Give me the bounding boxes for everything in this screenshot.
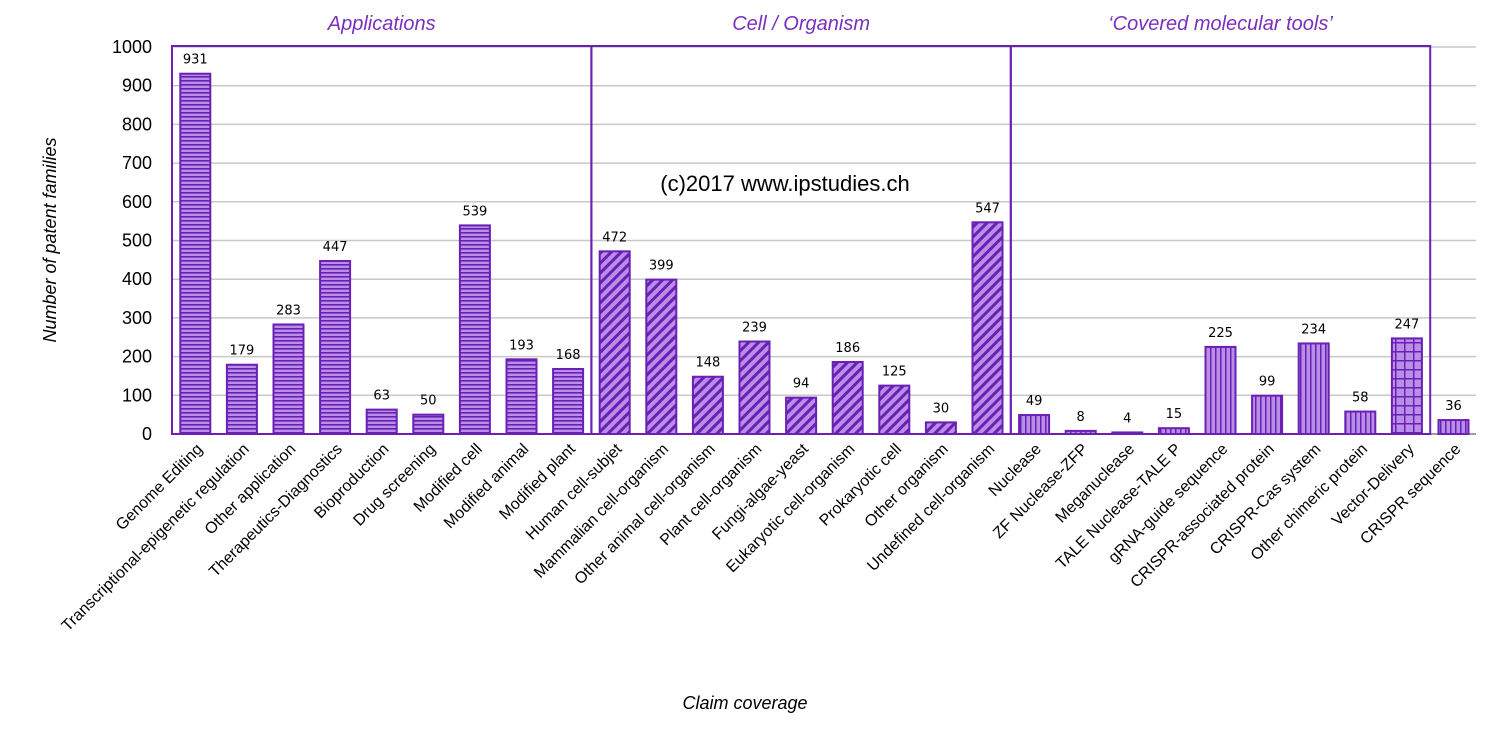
data-label: 399 [649,259,674,274]
bar [1018,414,1051,435]
y-tick-label: 400 [122,269,152,289]
data-label: 472 [602,230,627,245]
x-tick-label: Genome Editing [113,441,206,534]
data-label: 50 [420,394,437,409]
y-tick-label: 900 [122,76,152,96]
group-title: ‘Covered molecular tools’ [1108,13,1333,35]
group-title: Applications [327,13,436,35]
bar [458,224,491,435]
data-label: 239 [742,321,767,336]
bar [971,221,1004,435]
bar [1437,419,1470,435]
bar [598,250,631,435]
bar [1344,410,1377,435]
data-label: 99 [1259,375,1276,390]
bar [1204,345,1237,435]
data-label: 36 [1445,399,1462,414]
bar [412,413,445,435]
data-label: 125 [882,365,907,380]
x-axis-title: Claim coverage [682,693,807,713]
data-label: 58 [1352,391,1369,406]
bar [365,408,398,435]
data-label: 186 [835,341,860,356]
data-label: 447 [323,240,348,255]
data-label: 283 [276,303,301,318]
bar [179,72,212,435]
bar [924,421,957,436]
bar [878,384,911,435]
x-tick-label: Transcriptional-epigenetic regulation [59,441,253,635]
y-tick-label: 0 [142,424,152,444]
data-label: 234 [1301,322,1326,337]
data-label: 247 [1394,317,1419,332]
bar [225,363,258,435]
x-tick-label: Vector-Delivery [1329,441,1418,530]
x-tick-label: Drug screening [350,441,439,530]
y-tick-label: 100 [122,385,152,405]
data-labels: 931 179 283 447 63 50 539 193 168 472 399 148 239 94 1… [183,53,1462,427]
bar [738,340,771,435]
bar [552,367,585,436]
bar [1251,394,1284,436]
data-label: 4 [1123,411,1131,426]
data-label: 63 [373,389,390,404]
y-axis-title: Number of patent families [40,137,60,342]
data-label: 30 [933,401,950,416]
x-tick-label: Other organism [862,441,952,531]
y-axis-ticks: 0 100 200 300 400 500 600 700 800 900 1000 [112,37,152,444]
gridlines [172,46,1476,435]
group-frame [1009,45,1432,435]
bar [272,323,305,435]
group-frames: Applications Cell / Organism ‘Covered mole… [171,13,1432,435]
bar [1390,337,1423,436]
bar [785,396,818,436]
data-label: 539 [462,204,487,219]
data-label: 225 [1208,326,1233,341]
x-tick-label: Prokaryotic cell [816,441,905,530]
bars [179,72,1470,436]
bar [505,358,538,435]
bar [1297,342,1330,435]
y-tick-label: 1000 [112,37,152,57]
y-tick-label: 300 [122,308,152,328]
watermark-text: (c)2017 www.ipstudies.ch [660,171,909,196]
bar [645,278,678,435]
data-label: 148 [695,356,720,371]
data-label: 193 [509,338,534,353]
y-tick-label: 700 [122,153,152,173]
y-tick-label: 200 [122,347,152,367]
data-label: 49 [1026,394,1043,409]
data-label: 94 [793,377,810,392]
bar [831,361,864,436]
bar [319,260,352,435]
data-label: 8 [1077,410,1085,425]
data-label: 179 [229,344,254,359]
data-label: 931 [183,53,208,68]
y-tick-label: 600 [122,192,152,212]
x-axis-categories: Genome EditingTranscriptional-epigenetic… [59,440,1465,634]
y-tick-label: 500 [122,231,152,251]
group-title: Cell / Organism [732,13,870,35]
data-label: 15 [1166,407,1183,422]
data-label: 168 [556,348,581,363]
y-tick-label: 800 [122,114,152,134]
x-tick-label: Modified animal [441,441,532,532]
data-label: 547 [975,201,1000,216]
bar [691,375,724,435]
